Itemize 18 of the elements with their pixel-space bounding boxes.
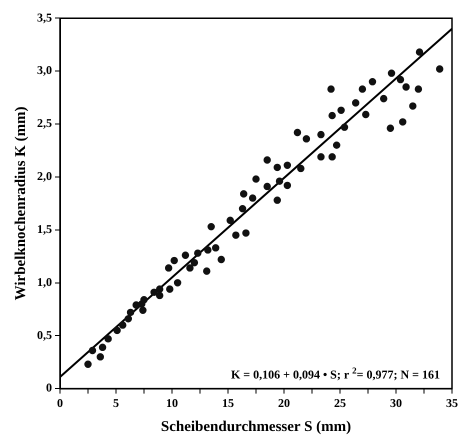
y-tick-label: 0,5 — [37, 328, 52, 342]
y-tick-label: 3,0 — [37, 63, 52, 78]
x-tick-label: 30 — [390, 396, 402, 410]
x-tick-label: 35 — [446, 396, 458, 410]
x-tick-label: 0 — [57, 396, 63, 410]
x-tick-label: 15 — [222, 396, 234, 410]
x-tick-label: 5 — [113, 396, 119, 410]
y-axis-title: Wirbelknochenradius K (mm) — [12, 106, 29, 300]
x-axis-title: Scheibendurchmesser S (mm) — [160, 418, 352, 435]
y-tick-label: 2,5 — [37, 116, 52, 130]
x-tick-label: 10 — [166, 396, 178, 410]
y-tick-label: 1,5 — [37, 222, 52, 236]
y-tick-label: 0 — [46, 380, 52, 395]
x-tick-label: 25 — [334, 396, 346, 410]
x-tick-label: 20 — [278, 396, 290, 410]
y-tick-label: 1,0 — [37, 274, 52, 289]
y-tick-label: 3,5 — [37, 10, 52, 24]
y-tick-label: 2,0 — [37, 169, 52, 184]
